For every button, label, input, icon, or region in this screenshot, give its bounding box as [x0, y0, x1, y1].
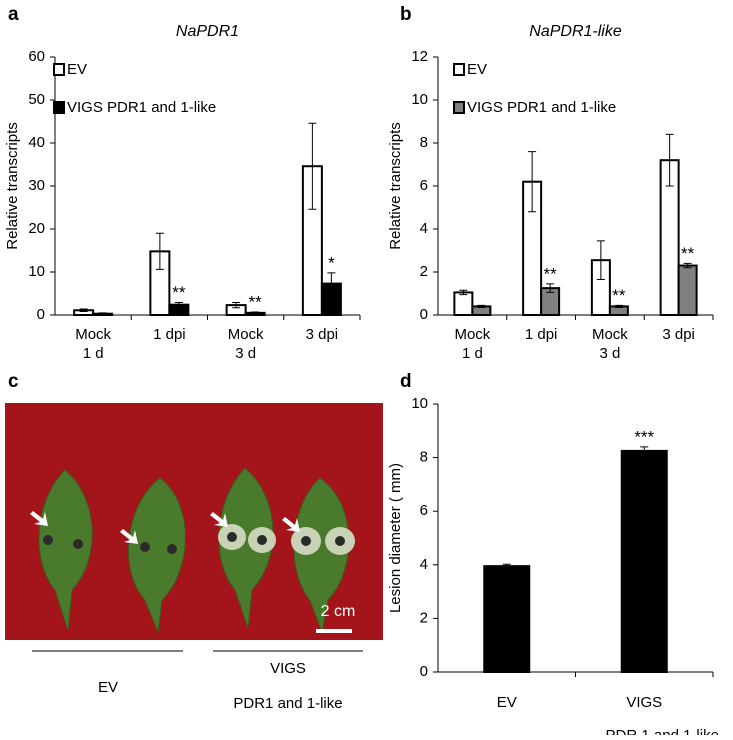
y-axis-label: Lesion diameter ( mm): [387, 463, 404, 613]
y-tick-label: 2: [420, 263, 428, 280]
bar: [677, 264, 698, 316]
y-tick-label: 4: [420, 220, 428, 237]
error-bar: [459, 289, 468, 296]
legend-label: EV: [467, 61, 487, 78]
y-tick-label: 10: [411, 91, 428, 108]
significance: **: [612, 286, 626, 305]
error-bar: [232, 302, 241, 309]
significance: **: [544, 264, 558, 283]
error-bar: [308, 122, 317, 210]
arrows: [30, 511, 300, 544]
inoculation-spots: [43, 532, 345, 554]
y-tick-label: 2: [420, 609, 428, 626]
error-bar: [614, 304, 623, 308]
y-tick-label: 8: [420, 134, 428, 151]
y-tick-label: 10: [411, 395, 428, 412]
error-bar: [683, 262, 692, 269]
error-bar: [98, 312, 107, 316]
group-label: VIGS: [270, 660, 306, 677]
y-tick-label: 4: [420, 556, 428, 573]
panel-label: c: [8, 371, 19, 392]
y-axis-label: Relative transcripts: [4, 122, 21, 250]
bar: [453, 291, 474, 316]
x-tick-label: 3 dpi: [662, 326, 695, 343]
x-tick-label: 1 dpi: [153, 326, 186, 343]
significance: **: [172, 283, 186, 302]
y-tick-label: 0: [420, 306, 428, 323]
error-bar: [596, 240, 605, 281]
y-axis-label: Relative transcripts: [387, 122, 404, 250]
error-bar: [155, 232, 164, 270]
error-bar: [502, 563, 511, 569]
x-tick-label: Mock 1 d: [454, 326, 490, 362]
legend-swatch: [453, 101, 465, 114]
y-tick-label: 6: [420, 177, 428, 194]
y-tick-label: 6: [420, 502, 428, 519]
x-tick-label: 1 dpi: [525, 326, 558, 343]
x-tick-label: Mock 1 d: [75, 326, 111, 362]
legend-swatch: [53, 63, 65, 76]
significance: ***: [634, 427, 654, 446]
legend-label: VIGS PDR1 and 1-like: [67, 99, 216, 116]
scale-bar-label: 2 cm: [321, 603, 356, 620]
significance: *: [328, 253, 335, 272]
y-tick-label: 0: [420, 663, 428, 680]
y-tick-label: 12: [411, 48, 428, 65]
group-note: PDR1 and 1-like: [233, 695, 342, 712]
error-bar: [174, 302, 183, 308]
error-bar: [528, 151, 537, 213]
legend-label: EV: [67, 61, 87, 78]
x-tick-label: Mock 3 d: [592, 326, 628, 362]
y-tick-label: 50: [28, 91, 45, 108]
group-label: EV: [98, 679, 118, 696]
y-tick-label: 20: [28, 220, 45, 237]
x-tick-label: EV: [497, 694, 517, 711]
y-tick-label: 8: [420, 449, 428, 466]
panel-label: b: [400, 4, 412, 25]
error-bar: [665, 133, 674, 187]
legend-swatch: [453, 63, 465, 76]
error-bar: [251, 311, 260, 315]
error-bar: [546, 283, 555, 293]
photo: 2 cm EV VIGS PDR1 and 1-like c: [5, 371, 383, 712]
chart-title: NaPDR1: [176, 23, 239, 40]
error-bar: [477, 304, 486, 308]
error-bar: [327, 272, 336, 295]
error-bar: [640, 446, 649, 456]
x-tick-label: Mock 3 d: [228, 326, 264, 362]
y-tick-label: 0: [37, 306, 45, 323]
y-tick-label: 30: [28, 177, 45, 194]
panel-label: a: [8, 4, 19, 25]
significance: **: [249, 292, 263, 311]
y-tick-label: 10: [28, 263, 45, 280]
chart-title: NaPDR1-like: [529, 23, 622, 40]
x-tick-label: 3 dpi: [306, 326, 339, 343]
bar: [620, 449, 668, 673]
bar: [483, 565, 531, 674]
panel-label: d: [400, 371, 412, 392]
error-bar: [79, 308, 88, 313]
legend-label: VIGS PDR1 and 1-like: [467, 99, 616, 116]
scale-bar: [316, 629, 352, 633]
y-tick-label: 60: [28, 48, 45, 65]
y-tick-label: 40: [28, 134, 45, 151]
legend-swatch: [53, 101, 65, 114]
significance: **: [681, 244, 695, 263]
